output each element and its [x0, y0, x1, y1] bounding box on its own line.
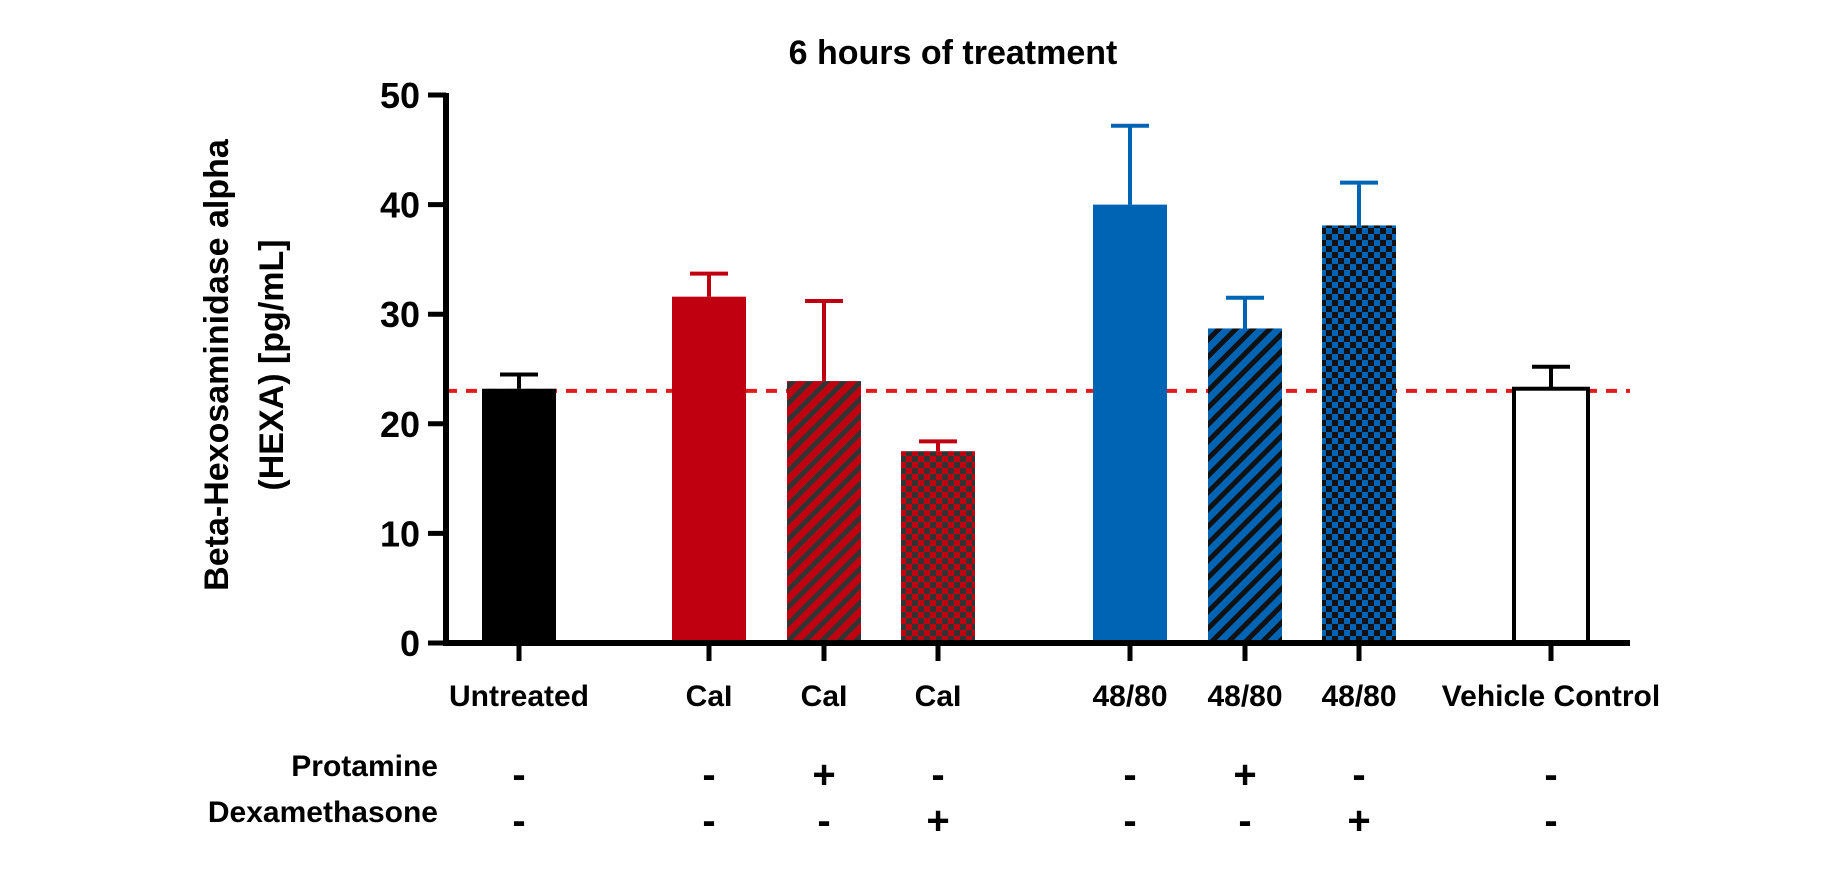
- y-tick-label: 10: [380, 513, 420, 554]
- x-tick-label: 48/80: [1207, 680, 1282, 713]
- bar: [482, 388, 556, 643]
- condition-sign: +: [1233, 753, 1256, 797]
- y-axis-label-line-2: (HEXA) [pg/mL]: [253, 239, 291, 490]
- y-axis-label-line-1: Beta-Hexosaminidase alpha: [198, 138, 236, 591]
- x-tick-label: 48/80: [1321, 680, 1396, 713]
- bar: [1093, 204, 1167, 643]
- condition-sign: -: [512, 753, 525, 797]
- x-tick-label: Untreated: [449, 680, 589, 713]
- bar: [1512, 386, 1590, 645]
- bar: [787, 381, 861, 643]
- y-tick-label: 50: [380, 75, 420, 116]
- condition-sign: -: [512, 799, 525, 843]
- condition-sign: -: [702, 799, 715, 843]
- bar: [1208, 328, 1282, 643]
- bar: [672, 296, 746, 643]
- condition-sign: +: [812, 753, 835, 797]
- x-tick-label: CaI: [915, 680, 962, 713]
- x-tick-label: CaI: [686, 680, 733, 713]
- bar: [1322, 225, 1396, 643]
- condition-sign: -: [1238, 799, 1251, 843]
- condition-label: Dexamethasone: [208, 796, 438, 829]
- y-tick-label: 0: [400, 623, 420, 664]
- condition-sign: +: [926, 799, 949, 843]
- condition-sign: -: [702, 753, 715, 797]
- bar: [901, 451, 975, 643]
- condition-label: Protamine: [291, 750, 438, 783]
- condition-sign: -: [1544, 753, 1557, 797]
- y-tick-label: 20: [380, 404, 420, 445]
- y-tick-label: 40: [380, 185, 420, 226]
- chart-title: 6 hours of treatment: [789, 34, 1118, 72]
- condition-sign: -: [1544, 799, 1557, 843]
- condition-sign: +: [1347, 799, 1370, 843]
- x-tick-label: 48/80: [1092, 680, 1167, 713]
- condition-sign: -: [1352, 753, 1365, 797]
- condition-sign: -: [931, 753, 944, 797]
- condition-sign: -: [1123, 753, 1136, 797]
- y-tick-label: 30: [380, 294, 420, 335]
- condition-sign: -: [1123, 799, 1136, 843]
- condition-sign: -: [817, 799, 830, 843]
- x-tick-label: Vehicle Control: [1442, 680, 1660, 713]
- x-tick-label: CaI: [801, 680, 848, 713]
